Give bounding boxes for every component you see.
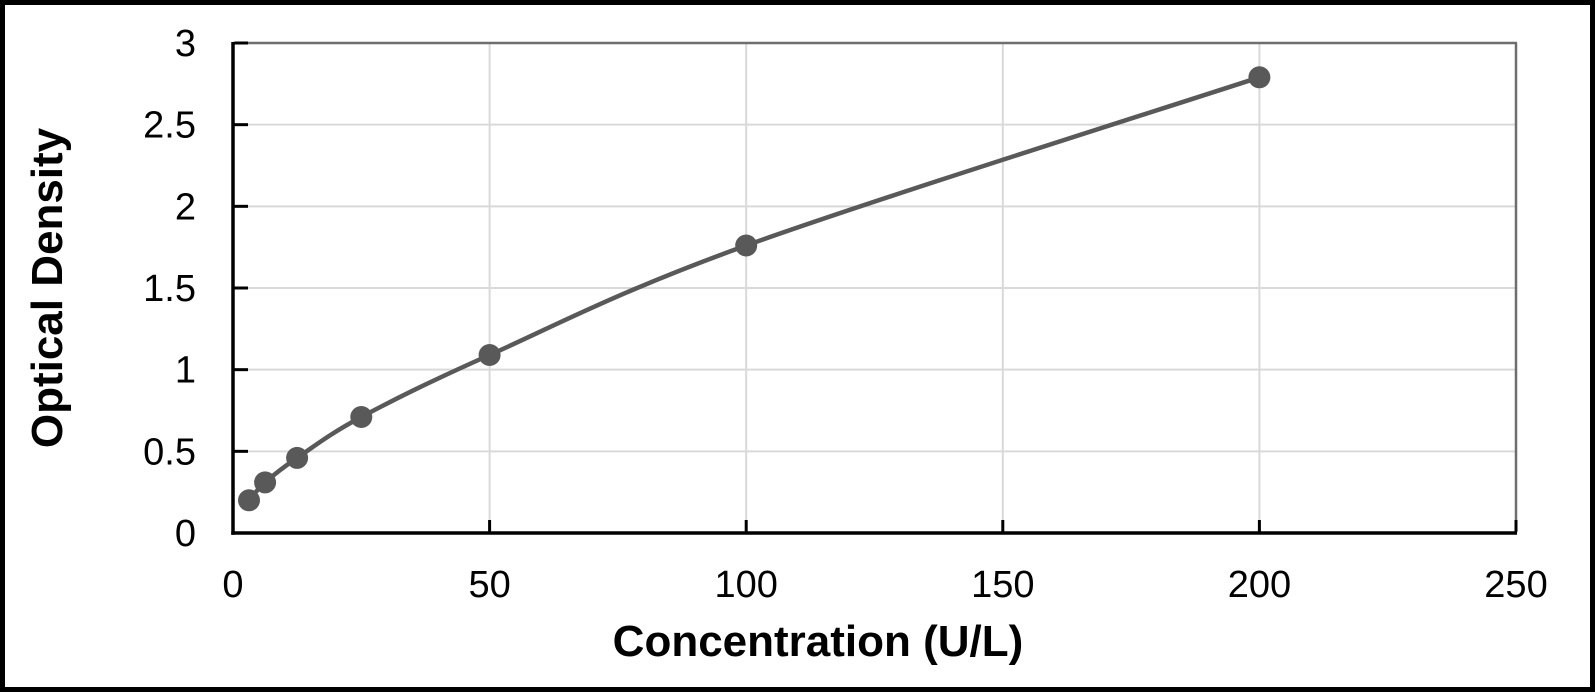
- x-tick-label: 0: [222, 564, 243, 606]
- y-tick-label: 1: [175, 350, 196, 392]
- data-points: [238, 66, 1271, 512]
- data-point: [1248, 66, 1271, 89]
- data-point: [735, 234, 758, 257]
- data-point: [254, 471, 277, 494]
- axes: [231, 42, 1517, 535]
- plot-border: [233, 41, 1518, 533]
- y-tick-label: 3: [175, 23, 196, 65]
- y-axis-title: Optical Density: [23, 127, 72, 448]
- data-point: [286, 446, 309, 469]
- x-tick-label: 250: [1484, 564, 1547, 606]
- data-point: [238, 489, 260, 512]
- y-tick-label: 1.5: [143, 268, 196, 310]
- y-tick-label: 0.5: [143, 431, 196, 473]
- x-tick-label: 200: [1228, 564, 1291, 606]
- x-axis-title: Concentration (U/L): [613, 617, 1024, 666]
- x-tick-label: 50: [468, 564, 510, 606]
- x-tick-label: 100: [714, 564, 777, 606]
- y-tick-label: 2.5: [143, 105, 196, 147]
- x-tick-label: 150: [971, 564, 1034, 606]
- data-point: [350, 406, 373, 428]
- tick-labels: 0 50 100 150 200 250 0 0.5 1 1.5 2 2.5 3: [143, 23, 1548, 606]
- data-point: [478, 344, 501, 366]
- gridlines: [233, 42, 1517, 533]
- y-tick-label: 0: [175, 513, 196, 555]
- tick-marks: [234, 41, 1518, 535]
- y-tick-label: 2: [175, 186, 196, 228]
